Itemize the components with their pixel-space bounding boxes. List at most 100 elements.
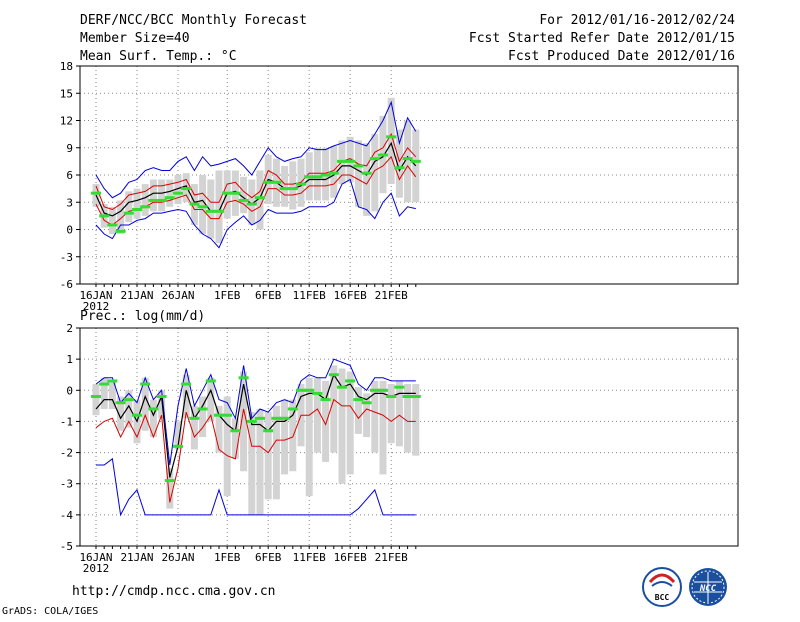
prec-median-marker-13 bbox=[197, 407, 208, 411]
temp-median-marker-11 bbox=[181, 187, 192, 191]
footer-url[interactable]: http://cmdp.ncc.cma.gov.cn bbox=[72, 584, 276, 599]
temp-median-marker-7 bbox=[148, 198, 159, 202]
temp-ytick-label-5: 9 bbox=[66, 142, 73, 155]
prec-ytick-label-6: 1 bbox=[66, 353, 73, 366]
temp-median-marker-38 bbox=[402, 157, 413, 161]
prec-xtick-label-1: 21JAN bbox=[120, 551, 153, 564]
prec-spread-bar-19 bbox=[248, 412, 256, 515]
prec-median-marker-35 bbox=[378, 388, 388, 392]
precipitation-panel: -5 -4 -3 -2 -1 0 1 2 16JAN 21JAN 26JAN 1FEB 6FEB 11FE… bbox=[60, 322, 739, 575]
prec-spread-bar-13 bbox=[199, 396, 207, 437]
prec-median-marker-19 bbox=[246, 419, 257, 423]
temp-median-marker-27 bbox=[312, 175, 323, 179]
prec-xtick-label-3: 1FEB bbox=[214, 551, 241, 564]
prec-median-marker-15 bbox=[214, 413, 224, 417]
prec-xtick-label-2: 26JAN bbox=[161, 551, 194, 564]
prec-spread-bar-30 bbox=[338, 368, 346, 484]
temp-median-marker-31 bbox=[345, 159, 356, 163]
prec-xtick-label-4: 6FEB bbox=[255, 551, 282, 564]
prec-spread-bar-20 bbox=[256, 408, 264, 515]
prec-max-line bbox=[95, 358, 416, 466]
temp-median-marker-28 bbox=[320, 173, 331, 177]
temp-xtick-label-2: 26JAN bbox=[161, 289, 194, 302]
prec-median-marker-34 bbox=[369, 388, 380, 392]
prec-median-marker-25 bbox=[296, 388, 306, 392]
temp-median-marker-21 bbox=[263, 180, 274, 184]
temp-median-marker-9 bbox=[164, 196, 175, 200]
temp-median-marker-19 bbox=[246, 202, 257, 206]
prec-ytick-label-2: -3 bbox=[60, 478, 73, 491]
temp-spread-bar-38 bbox=[404, 120, 412, 203]
temp-spread-bar-6 bbox=[141, 184, 149, 216]
prec-median-marker-28 bbox=[320, 398, 331, 402]
temp-ytick-label-3: 3 bbox=[66, 196, 73, 209]
prec-ytick-label-5: 0 bbox=[66, 384, 73, 397]
prec-spread-bar-21 bbox=[264, 412, 272, 500]
prec-spread-bar-6 bbox=[141, 377, 149, 431]
prec-spread-bar-34 bbox=[371, 380, 379, 453]
temp-ytick-label-7: 15 bbox=[60, 87, 73, 100]
prec-median-marker-5 bbox=[132, 413, 142, 417]
prec-ytick-label-1: -4 bbox=[60, 509, 74, 522]
prec-spread-bar-1 bbox=[100, 377, 108, 409]
temp-spread-bar-13 bbox=[199, 175, 207, 235]
prec-spread-bar-24 bbox=[289, 399, 297, 472]
temp-median-marker-22 bbox=[271, 180, 282, 184]
temp-median-marker-3 bbox=[115, 229, 126, 233]
prec-median-marker-0 bbox=[91, 395, 101, 399]
prec-median-marker-17 bbox=[230, 429, 241, 433]
bcc-logo: BCC bbox=[642, 567, 682, 607]
prec-median-marker-10 bbox=[173, 444, 183, 448]
prec-spread-bar-10 bbox=[174, 421, 182, 450]
prec-spread-bar-23 bbox=[281, 399, 289, 475]
prec-median-marker-4 bbox=[123, 398, 134, 402]
prec-spread-bar-3 bbox=[117, 396, 125, 431]
temp-median-marker-26 bbox=[304, 175, 315, 179]
prec-spread-bar-16 bbox=[223, 396, 231, 497]
header-variable: Mean Surf. Temp.: °C bbox=[80, 49, 237, 64]
prec-median-marker-18 bbox=[238, 376, 249, 380]
temp-spread-bar-8 bbox=[158, 179, 166, 212]
temp-spread-bar-18 bbox=[240, 176, 248, 214]
temp-spread-bar-33 bbox=[363, 143, 371, 216]
prec-ytick-label-4: -1 bbox=[60, 415, 73, 428]
temp-ytick-label-4: 6 bbox=[66, 169, 73, 182]
prec-median-marker-21 bbox=[263, 429, 274, 433]
temp-median-marker-4 bbox=[123, 211, 134, 215]
temp-median-marker-36 bbox=[386, 135, 397, 139]
temp-median-marker-13 bbox=[197, 205, 208, 209]
temp-ytick-label-6: 12 bbox=[60, 115, 73, 128]
temp-median-marker-5 bbox=[132, 208, 142, 212]
temp-median-marker-30 bbox=[337, 159, 347, 163]
prec-spread-bar-38 bbox=[404, 384, 412, 453]
temp-year-label: 2012 bbox=[83, 300, 110, 313]
prec-spread-bar-33 bbox=[363, 393, 371, 437]
prec-spread-bar-32 bbox=[354, 387, 362, 434]
precip-title: Prec.: log(mm/d) bbox=[80, 309, 205, 324]
prec-spread-bar-4 bbox=[125, 390, 133, 428]
temp-xtick-label-4: 6FEB bbox=[255, 289, 282, 302]
temp-max-line bbox=[95, 100, 417, 199]
prec-median-marker-33 bbox=[361, 401, 372, 405]
header-produced-date: Fcst Produced Date 2012/01/16 bbox=[508, 49, 735, 64]
prec-median-marker-8 bbox=[156, 395, 167, 399]
temp-spread-bar-9 bbox=[166, 179, 174, 207]
prec-ytick-label-0: -5 bbox=[60, 540, 73, 553]
temp-median-marker-25 bbox=[296, 182, 306, 186]
prec-spread-bar-29 bbox=[330, 365, 338, 453]
ncc-logo: NCC bbox=[689, 568, 727, 606]
temp-median-marker-37 bbox=[394, 166, 405, 170]
prec-median-marker-9 bbox=[164, 479, 175, 483]
prec-spread-bar-27 bbox=[313, 377, 321, 453]
temp-median-marker-8 bbox=[156, 198, 167, 202]
prec-xtick-label-0: 16JAN bbox=[79, 551, 112, 564]
temperature-panel: -6 -3 0 3 6 9 12 15 18 16JAN 21JAN 26JAN 1FEB 6FEB 11F… bbox=[60, 60, 739, 313]
temp-median-marker-17 bbox=[230, 191, 241, 195]
header-period: For 2012/01/16-2012/02/24 bbox=[539, 13, 735, 28]
temp-spread-bar-14 bbox=[207, 179, 215, 239]
temp-median-marker-34 bbox=[369, 157, 380, 161]
temp-spread-bar-37 bbox=[395, 129, 403, 198]
temp-ytick-label-2: 0 bbox=[66, 224, 73, 237]
temp-median-marker-39 bbox=[410, 159, 421, 163]
prec-spread-bar-35 bbox=[379, 380, 387, 475]
